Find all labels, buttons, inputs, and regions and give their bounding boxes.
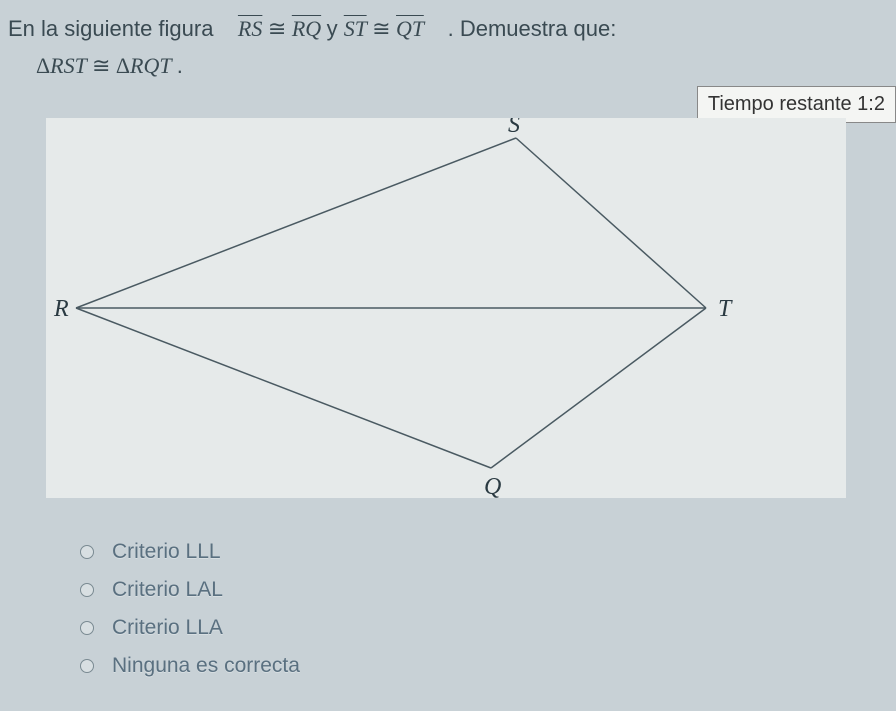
figure-lines xyxy=(76,138,706,468)
tri-rqt: RQT xyxy=(130,53,171,78)
tri-1: Δ xyxy=(36,53,50,78)
option-label: Criterio LLA xyxy=(112,616,223,640)
conj: y xyxy=(327,16,344,41)
congruent-2: ≅ xyxy=(372,16,396,41)
question-line2: ΔRST ≅ ΔRQT . xyxy=(8,45,888,82)
congruent-3: ≅ xyxy=(92,53,116,78)
seg-rs: RS xyxy=(238,16,262,41)
question-line1: En la siguiente figura RS ≅ RQ y ST ≅ QT… xyxy=(8,12,888,45)
line1-suffix: . Demuestra que: xyxy=(448,16,617,41)
radio-icon[interactable] xyxy=(80,621,94,635)
figure-edge xyxy=(491,308,706,468)
geometry-figure: R S T Q xyxy=(46,118,846,498)
tri-rst: RST xyxy=(50,53,86,78)
option-label: Criterio LAL xyxy=(112,578,223,602)
timer-label: Tiempo restante 1:2 xyxy=(708,93,885,115)
option-label: Criterio LLL xyxy=(112,540,221,564)
option-label: Ninguna es correcta xyxy=(112,654,300,678)
figure-edge xyxy=(76,138,516,308)
vertex-label-t: T xyxy=(718,296,733,322)
congruent-1: ≅ xyxy=(268,16,292,41)
vertex-label-r: R xyxy=(53,296,69,322)
tri-2: Δ xyxy=(116,53,130,78)
line1-prefix: En la siguiente figura xyxy=(8,16,213,41)
radio-icon[interactable] xyxy=(80,545,94,559)
question-text: En la siguiente figura RS ≅ RQ y ST ≅ QT… xyxy=(0,0,896,90)
vertex-label-q: Q xyxy=(484,474,501,498)
figure-edge xyxy=(516,138,706,308)
option-row[interactable]: Ninguna es correcta xyxy=(80,654,300,678)
option-row[interactable]: Criterio LLL xyxy=(80,540,300,564)
figure-svg: R S T Q xyxy=(46,118,846,498)
options-list: Criterio LLL Criterio LAL Criterio LLA N… xyxy=(80,540,300,692)
option-row[interactable]: Criterio LLA xyxy=(80,616,300,640)
figure-edge xyxy=(76,308,491,468)
seg-rq: RQ xyxy=(292,16,321,41)
option-row[interactable]: Criterio LAL xyxy=(80,578,300,602)
radio-icon[interactable] xyxy=(80,659,94,673)
vertex-label-s: S xyxy=(508,118,520,138)
seg-st: ST xyxy=(344,16,367,41)
seg-qt: QT xyxy=(396,16,424,41)
radio-icon[interactable] xyxy=(80,583,94,597)
prove-suffix: . xyxy=(177,53,183,78)
